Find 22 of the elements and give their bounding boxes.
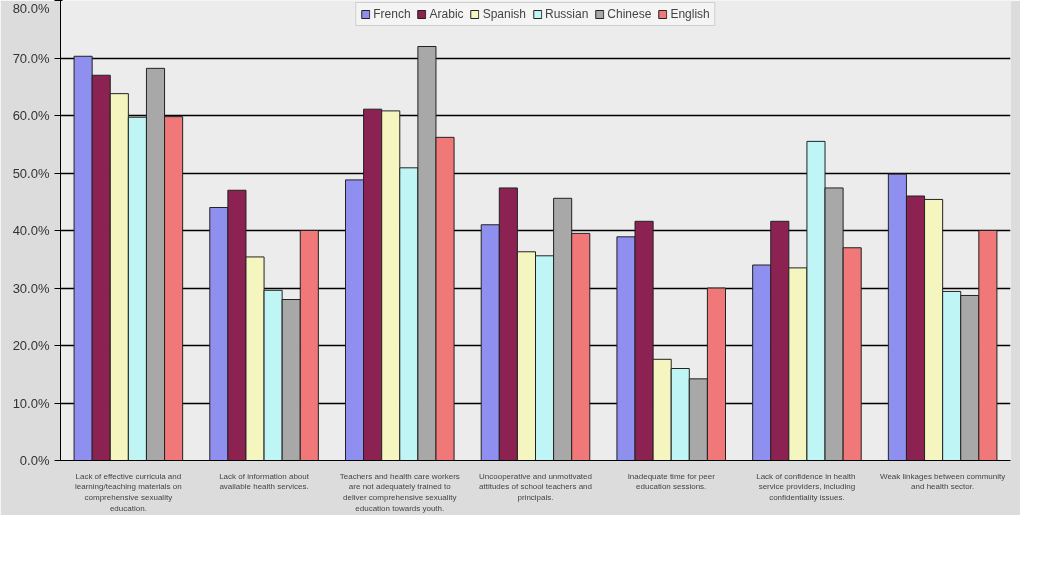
x-tick-label: Inadequate time for peer education sessions.	[627, 471, 716, 492]
x-tick-label: Uncooperative and unmotivated attitudes of school teachers and principals.	[479, 471, 592, 503]
y-tick-label: 70.0%	[12, 50, 50, 66]
y-tick-label: 60.0%	[12, 108, 50, 123]
y-tick-label: 40.0%	[12, 223, 50, 238]
y-tick-label: 10.0%	[12, 395, 50, 411]
legend-label: French	[373, 7, 411, 21]
y-tick-label: 20.0%	[12, 338, 50, 353]
x-tick-label: Lack of confidence in health service providers, including confidentiality issues.	[756, 471, 856, 503]
y-tick-label: 30.0%	[12, 280, 50, 296]
legend-label: Russian	[545, 7, 589, 21]
y-tick-label: 80.0%	[12, 0, 50, 16]
x-tick-label: Weak linkages between community and health sector.	[880, 471, 1006, 492]
y-tick-label: 0.0%	[19, 453, 50, 468]
x-tick-label: Lack of information about available health services.	[219, 471, 310, 492]
legend-label: English	[670, 7, 710, 21]
x-tick-label: Teachers and health care workers are not adequately trained to deliver comprehensive sexuality education towards youth.	[339, 471, 460, 513]
x-tick-label: Lack of effective curricula and learning/teaching materials on comprehensive sexuality education.	[74, 471, 182, 513]
legend-label: Spanish	[482, 7, 526, 21]
legend-label: Arabic	[429, 7, 464, 21]
legend-label: Chinese	[607, 7, 652, 21]
y-tick-label: 50.0%	[12, 165, 50, 181]
